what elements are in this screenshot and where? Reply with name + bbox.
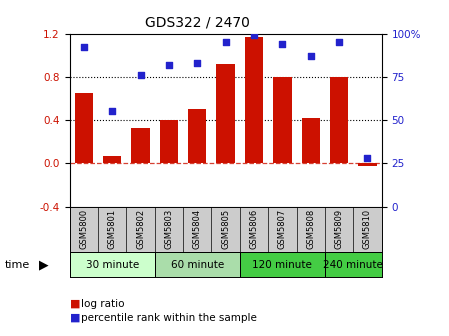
Bar: [245, 37, 263, 163]
Text: ▶: ▶: [39, 258, 49, 271]
Text: GSM5800: GSM5800: [79, 209, 88, 249]
Bar: [131, 128, 150, 163]
Bar: [188, 109, 207, 163]
Text: 120 minute: 120 minute: [252, 260, 313, 269]
Bar: [155, 252, 240, 277]
Point: [251, 33, 258, 38]
Point: [165, 62, 172, 68]
Text: 30 minute: 30 minute: [85, 260, 139, 269]
Text: GDS322 / 2470: GDS322 / 2470: [145, 15, 250, 29]
Bar: [325, 252, 382, 277]
Point: [279, 41, 286, 47]
Text: log ratio: log ratio: [81, 299, 124, 309]
Point: [194, 60, 201, 66]
Bar: [70, 252, 155, 277]
Text: ■: ■: [70, 312, 80, 323]
Bar: [273, 77, 291, 163]
Text: GSM5808: GSM5808: [306, 209, 315, 249]
Text: GSM5805: GSM5805: [221, 209, 230, 249]
Text: 240 minute: 240 minute: [323, 260, 383, 269]
Text: GSM5804: GSM5804: [193, 209, 202, 249]
Text: GSM5807: GSM5807: [278, 209, 287, 249]
Text: time: time: [4, 260, 30, 269]
Bar: [103, 156, 121, 163]
Point: [222, 40, 229, 45]
Text: percentile rank within the sample: percentile rank within the sample: [81, 312, 257, 323]
Text: GSM5810: GSM5810: [363, 209, 372, 249]
Point: [109, 109, 116, 114]
Point: [307, 53, 314, 59]
Text: GSM5806: GSM5806: [250, 209, 259, 249]
Text: GSM5809: GSM5809: [335, 209, 343, 249]
Text: GSM5803: GSM5803: [164, 209, 173, 249]
Text: GSM5802: GSM5802: [136, 209, 145, 249]
Bar: [330, 77, 348, 163]
Bar: [160, 120, 178, 163]
Bar: [75, 93, 93, 163]
Point: [364, 156, 371, 161]
Text: 60 minute: 60 minute: [171, 260, 224, 269]
Bar: [302, 118, 320, 163]
Bar: [358, 163, 377, 166]
Point: [137, 73, 144, 78]
Text: GSM5801: GSM5801: [108, 209, 117, 249]
Bar: [216, 64, 235, 163]
Text: ■: ■: [70, 299, 80, 309]
Point: [335, 40, 343, 45]
Point: [80, 45, 88, 50]
Bar: [240, 252, 325, 277]
